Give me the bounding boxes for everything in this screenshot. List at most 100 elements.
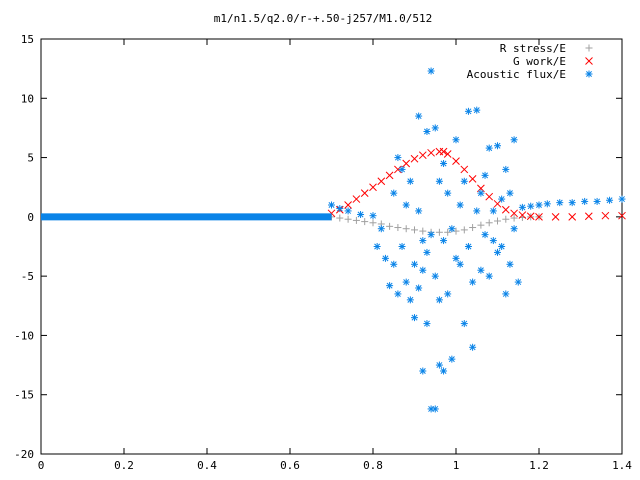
data-point	[352, 216, 360, 224]
data-point	[485, 144, 493, 152]
data-point	[584, 212, 593, 221]
data-point	[618, 211, 626, 220]
data-point	[377, 177, 386, 186]
data-point	[502, 215, 510, 223]
data-point	[443, 150, 452, 158]
data-point	[477, 221, 485, 229]
data-point	[406, 177, 414, 185]
data-point	[477, 189, 485, 197]
data-point	[568, 213, 577, 221]
data-point	[460, 226, 468, 234]
y-tick-label: 10	[21, 92, 34, 105]
legend-marker	[585, 44, 593, 52]
data-point	[506, 260, 514, 268]
data-point	[357, 210, 365, 218]
x-tick-label: 0	[38, 459, 45, 472]
data-point	[390, 189, 398, 197]
series-2	[328, 67, 626, 413]
data-point	[410, 154, 419, 163]
data-point	[328, 201, 335, 209]
data-point	[369, 219, 377, 227]
y-tick-label: -20	[14, 448, 34, 461]
data-point	[510, 214, 518, 222]
data-point	[535, 201, 543, 209]
data-point	[419, 227, 427, 235]
data-point	[419, 367, 427, 375]
data-point	[481, 171, 489, 179]
data-point	[435, 147, 444, 156]
data-point	[415, 112, 423, 120]
y-tick-label: 0	[27, 211, 34, 224]
data-point	[489, 237, 497, 245]
baseline-band	[41, 213, 332, 221]
data-point	[394, 224, 402, 232]
series-layer	[41, 67, 626, 413]
data-point	[360, 189, 369, 197]
data-point	[444, 189, 452, 197]
data-point	[464, 107, 472, 115]
data-point	[473, 207, 481, 215]
data-point	[514, 278, 522, 286]
data-point	[452, 136, 460, 144]
data-point	[440, 160, 448, 167]
data-point	[411, 314, 418, 322]
data-point	[423, 320, 431, 328]
data-point	[406, 296, 414, 304]
data-point	[381, 254, 389, 262]
data-point	[344, 207, 352, 215]
data-point	[501, 205, 510, 214]
legend-label: R stress/E	[500, 42, 566, 55]
data-point	[494, 248, 501, 256]
x-tick-label: 1.4	[612, 459, 632, 472]
data-point	[398, 243, 406, 250]
y-tick-label: -5	[21, 270, 34, 283]
x-tick-label: 0.8	[363, 459, 383, 472]
data-point	[411, 226, 418, 234]
data-point	[506, 189, 514, 197]
data-point	[456, 260, 464, 268]
data-point	[581, 197, 589, 205]
data-point	[435, 228, 443, 236]
data-point	[386, 282, 394, 290]
data-point	[402, 278, 410, 286]
data-point	[469, 224, 477, 232]
data-point	[551, 213, 560, 221]
data-point	[398, 165, 406, 173]
data-point	[344, 201, 352, 209]
data-point	[502, 165, 510, 173]
data-point	[394, 154, 402, 162]
data-point	[473, 106, 481, 114]
data-point	[468, 175, 477, 183]
legend-label: Acoustic flux/E	[467, 68, 566, 81]
data-point	[431, 405, 439, 413]
data-point	[489, 207, 497, 215]
x-tick-label: 0.2	[114, 459, 134, 472]
series-3	[41, 213, 332, 221]
x-tick-label: 0.6	[280, 459, 300, 472]
data-point	[469, 278, 477, 286]
data-point	[460, 320, 468, 328]
data-point	[469, 343, 477, 351]
data-point	[418, 151, 427, 160]
data-point	[452, 157, 460, 165]
data-point	[439, 147, 448, 156]
data-point	[440, 367, 448, 375]
data-point	[423, 248, 431, 256]
data-point	[485, 272, 493, 280]
data-point	[431, 272, 439, 280]
data-point	[386, 222, 394, 230]
data-point	[444, 228, 452, 236]
data-point	[494, 142, 501, 150]
data-point	[435, 177, 443, 185]
y-tick-label: 15	[21, 33, 34, 46]
data-point	[535, 213, 543, 221]
x-tick-label: 0.4	[197, 459, 217, 472]
data-point	[361, 218, 369, 226]
data-point	[510, 225, 518, 233]
plot-frame	[40, 38, 623, 455]
legend-label: G work/E	[513, 55, 566, 68]
data-point	[477, 266, 485, 274]
